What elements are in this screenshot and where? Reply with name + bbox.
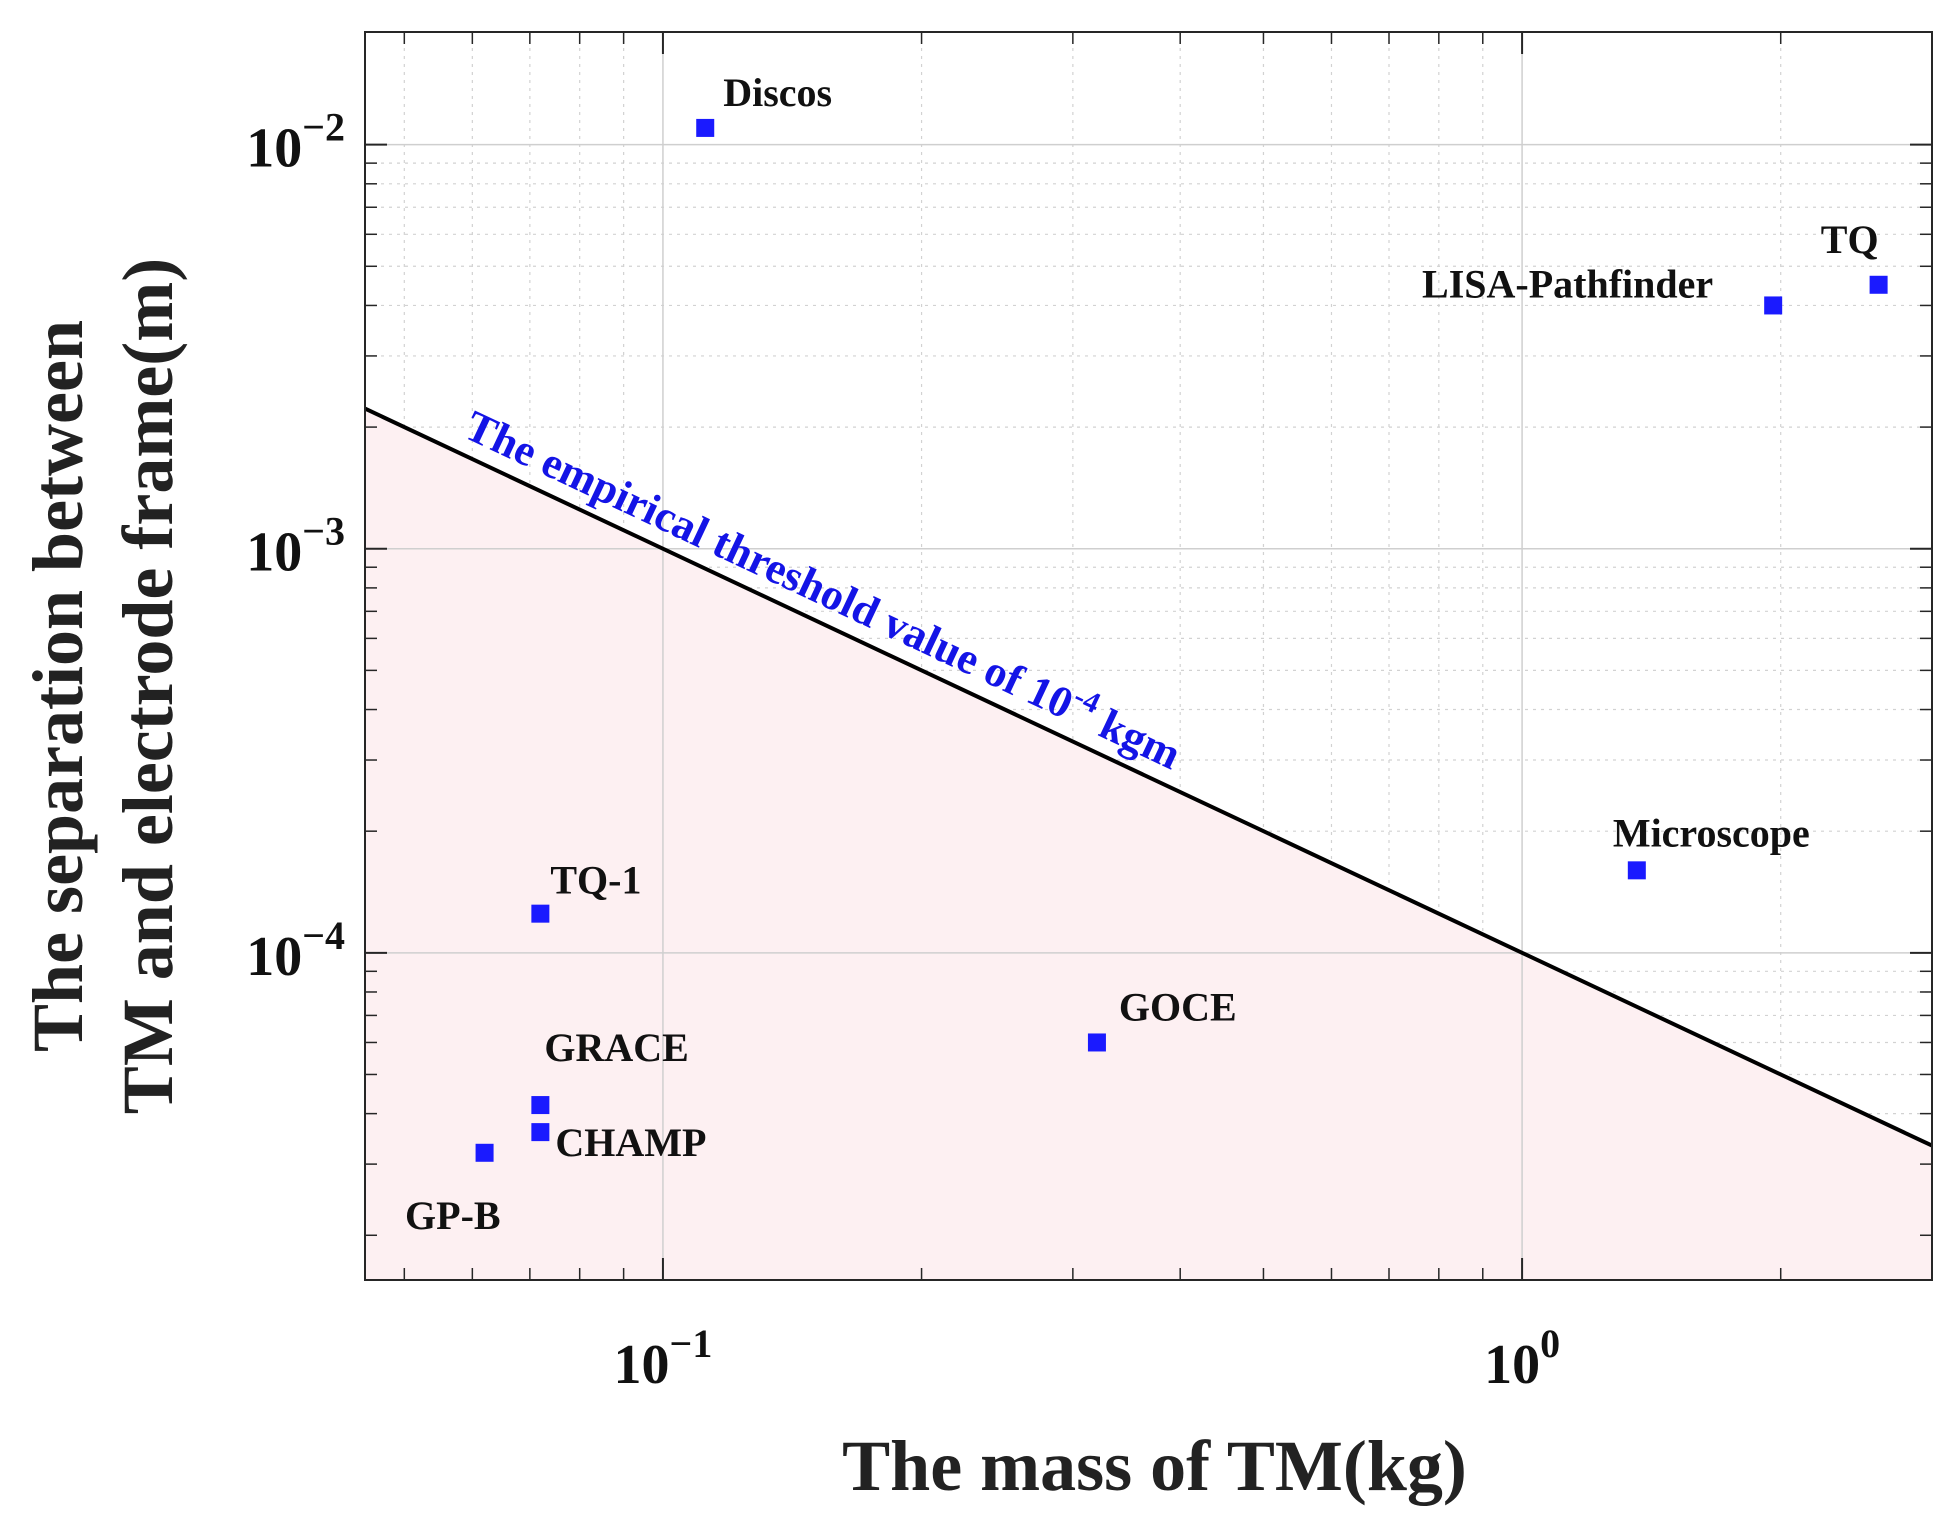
below-threshold-region — [365, 408, 1932, 1281]
data-point-label: GP-B — [405, 1193, 501, 1238]
data-point — [531, 1123, 550, 1142]
data-point-label: LISA-Pathfinder — [1422, 261, 1713, 306]
tick-labels: 10−1 100 10−4 10−3 10−2 — [246, 105, 1560, 1396]
data-points — [475, 118, 1888, 1162]
data-point-label: GOCE — [1119, 984, 1237, 1029]
data-point-label: Discos — [723, 70, 832, 115]
x-tick-label: 100 — [1484, 1321, 1560, 1396]
data-point-label: Microscope — [1613, 810, 1810, 855]
y-tick-label: 10−4 — [246, 913, 345, 988]
data-point-label: TQ-1 — [550, 858, 641, 903]
data-point — [475, 1143, 494, 1162]
data-point — [531, 904, 550, 923]
y-tick-label: 10−3 — [246, 509, 345, 584]
x-tick-label: 10−1 — [614, 1321, 713, 1396]
y-tick-label: 10−2 — [246, 105, 345, 180]
y-axis-title-line-1: The separation between — [18, 320, 98, 1052]
point-labels: Discos TQ LISA-Pathfinder Microscope TQ-1 GOC… — [405, 70, 1879, 1238]
axis-ticks — [365, 32, 1933, 1280]
data-point-label: GRACE — [544, 1025, 688, 1070]
x-axis-title: The mass of TM(kg) — [842, 1426, 1467, 1506]
data-point — [696, 118, 715, 137]
plot-frame — [364, 31, 1933, 1281]
data-point — [1764, 296, 1783, 315]
data-point — [531, 1096, 550, 1115]
data-point — [1869, 275, 1888, 294]
threshold-line — [364, 406, 1933, 1148]
data-point-label: CHAMP — [555, 1120, 706, 1165]
major-grid — [365, 32, 1932, 1280]
y-axis-title-line-2: TM and electrode frame(m) — [108, 258, 188, 1114]
data-point — [1087, 1033, 1106, 1052]
data-point — [1627, 861, 1646, 880]
data-point-label: TQ — [1821, 217, 1879, 262]
